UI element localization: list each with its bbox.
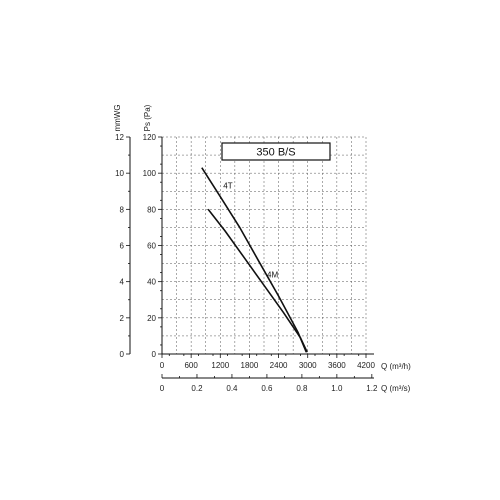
y-inner-tick-label: 100 (143, 169, 157, 178)
x-secondary-tick-label: 1.2 (366, 384, 378, 393)
y-inner-axis-title: Ps (Pa) (143, 104, 152, 131)
title-frame (221, 142, 331, 161)
chart-title: 350 B/S (256, 147, 295, 159)
x-secondary-tick-label: 0.4 (226, 384, 238, 393)
chart-title-box: 350 B/S (221, 142, 331, 161)
series-curve-4t (201, 167, 308, 353)
x-primary-tick-label: 4200 (357, 361, 375, 370)
x-secondary-tick-label: 0 (160, 384, 165, 393)
x-primary-tick-label: 0 (160, 361, 165, 370)
x-primary-axis-title: Q (m³/h) (381, 362, 411, 371)
y-inner-tick-label: 40 (147, 278, 156, 287)
y-outer-tick-label: 6 (120, 242, 125, 251)
y-outer-tick-label: 10 (115, 169, 124, 178)
y-inner-tick-label: 120 (143, 133, 157, 142)
x-primary-tick-label: 1200 (211, 361, 229, 370)
x-secondary-axis-title: Q (m³/s) (381, 384, 411, 393)
x-secondary-tick-label: 0.6 (261, 384, 273, 393)
y-outer-tick-label: 4 (120, 278, 125, 287)
y-outer-tick-label: 12 (115, 133, 124, 142)
y-inner-tick-label: 20 (147, 314, 156, 323)
y-inner-tick-label: 60 (147, 242, 156, 251)
y-inner-tick-label: 80 (147, 205, 156, 214)
x-primary-tick-label: 3000 (299, 361, 317, 370)
x-primary-tick-label: 3600 (328, 361, 346, 370)
series-curve-4m (207, 208, 308, 353)
series-label-4t: 4T (223, 182, 232, 191)
grid (162, 136, 367, 354)
x-secondary-tick-label: 0.8 (296, 384, 308, 393)
series: 4T 4M (201, 167, 308, 353)
x-primary-tick-label: 2400 (270, 361, 288, 370)
y-inner-tick-label: 0 (152, 350, 157, 359)
y-outer-tick-label: 8 (120, 205, 125, 214)
y-outer-tick-label: 2 (120, 314, 125, 323)
y-outer-axis-title: mmWG (113, 104, 122, 131)
y-outer-tick-label: 0 (120, 350, 125, 359)
x-primary-tick-label: 1800 (241, 361, 259, 370)
x-secondary-tick-label: 1.0 (331, 384, 343, 393)
x-primary-tick-label: 600 (184, 361, 198, 370)
series-label-4m: 4M (267, 270, 278, 279)
x-secondary-tick-label: 0.2 (191, 384, 203, 393)
